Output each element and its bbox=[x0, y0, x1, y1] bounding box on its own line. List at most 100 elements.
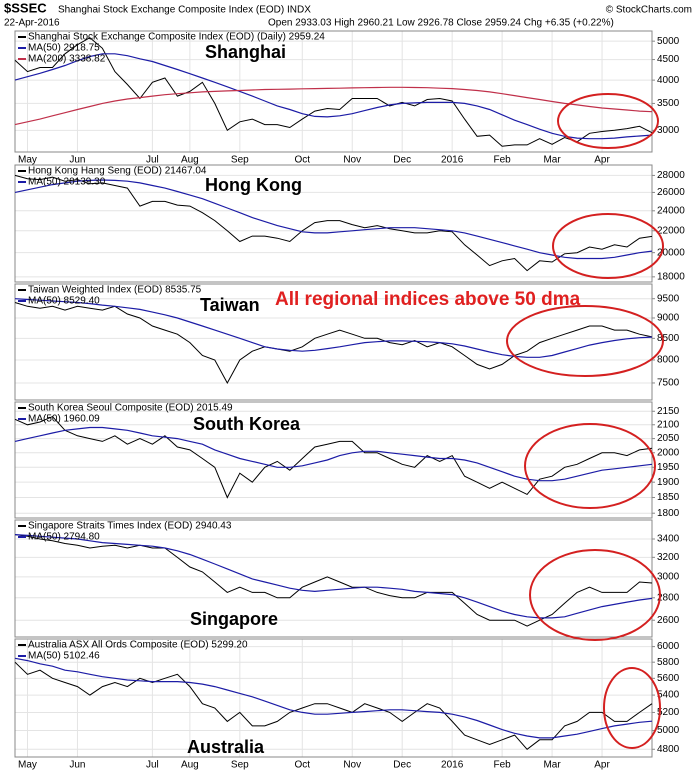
annotation: All regional indices above 50 dma bbox=[275, 289, 581, 310]
x-tick-label: Feb bbox=[494, 760, 512, 771]
y-tick-label: 18000 bbox=[657, 271, 685, 282]
highlight-rings bbox=[506, 93, 664, 749]
x-tick-label: Apr bbox=[594, 760, 610, 771]
legend-label: South Korea Seoul Composite (EOD) 2015.4… bbox=[28, 403, 233, 414]
y-tick-label: 1850 bbox=[657, 492, 680, 503]
series-line bbox=[14, 179, 653, 260]
ring bbox=[603, 667, 661, 749]
header-quote: Open 2933.03 High 2960.21 Low 2926.78 Cl… bbox=[268, 18, 614, 29]
y-tick-label: 2050 bbox=[657, 433, 680, 444]
ring bbox=[529, 549, 661, 641]
series-line bbox=[14, 53, 653, 140]
x-tick-label: Nov bbox=[343, 155, 361, 166]
y-tick-label: 5600 bbox=[657, 673, 680, 684]
series-line bbox=[14, 174, 653, 272]
series-line bbox=[14, 426, 653, 482]
legend-label: MA(50) 2918.75 bbox=[28, 43, 100, 54]
panel-frame bbox=[14, 638, 653, 758]
legend-label: Singapore Straits Times Index (EOD) 2940… bbox=[28, 521, 232, 532]
legend-label: MA(50) 8529.40 bbox=[28, 296, 100, 307]
y-tick-label: 8500 bbox=[657, 333, 680, 344]
panel-label: Hong Kong bbox=[205, 175, 302, 195]
y-tick-label: 20000 bbox=[657, 247, 685, 258]
legend-label: Australia ASX All Ords Composite (EOD) 5… bbox=[28, 640, 248, 651]
x-tick-label: Oct bbox=[294, 760, 310, 771]
legend-label: MA(50) 5102.46 bbox=[28, 651, 100, 662]
x-tick-label: 2016 bbox=[441, 155, 464, 166]
legend-label: Shanghai Stock Exchange Composite Index … bbox=[28, 32, 325, 43]
y-tick-label: 6000 bbox=[657, 641, 680, 652]
y-tick-label: 9500 bbox=[657, 293, 680, 304]
x-tick-label: 2016 bbox=[441, 760, 464, 771]
series-line bbox=[14, 657, 653, 739]
header-title: Shanghai Stock Exchange Composite Index … bbox=[58, 5, 311, 16]
y-tick-label: 1800 bbox=[657, 508, 680, 519]
legend-label: MA(50) 20139.30 bbox=[28, 177, 106, 188]
y-tick-label: 4000 bbox=[657, 75, 680, 86]
y-tick-label: 4800 bbox=[657, 744, 680, 755]
x-tick-label: Aug bbox=[181, 155, 199, 166]
series-line bbox=[14, 534, 653, 627]
y-tick-label: 1950 bbox=[657, 462, 680, 473]
y-tick-label: 24000 bbox=[657, 205, 685, 216]
y-tick-label: 4500 bbox=[657, 54, 680, 65]
legend-label: MA(50) 1960.09 bbox=[28, 414, 100, 425]
y-tick-label: 2000 bbox=[657, 447, 680, 458]
y-tick-label: 5400 bbox=[657, 690, 680, 701]
legend-label: MA(200) 3338.82 bbox=[28, 54, 106, 65]
y-tick-label: 5800 bbox=[657, 657, 680, 668]
ring bbox=[552, 213, 664, 279]
series-line bbox=[14, 37, 653, 147]
x-tick-label: Mar bbox=[543, 155, 561, 166]
x-tick-label: Apr bbox=[594, 155, 610, 166]
x-tick-label: Sep bbox=[231, 155, 249, 166]
x-tick-label: Sep bbox=[231, 760, 249, 771]
series-line bbox=[14, 415, 653, 499]
panels: 5000 4500 4000 3500 3000 May Jun Jul Aug Sep Oct No… bbox=[14, 30, 685, 771]
panel-frame bbox=[14, 30, 653, 153]
series-line bbox=[14, 534, 653, 619]
y-tick-label: 2150 bbox=[657, 406, 680, 417]
series-line bbox=[14, 661, 653, 750]
panel-label: Australia bbox=[187, 737, 265, 757]
x-tick-label: Oct bbox=[294, 155, 310, 166]
panel-frame bbox=[14, 164, 653, 283]
x-tick-label: Feb bbox=[494, 155, 512, 166]
y-tick-label: 8000 bbox=[657, 355, 680, 366]
panel-label: South Korea bbox=[193, 414, 301, 434]
ring bbox=[557, 93, 659, 149]
x-tick-label: Aug bbox=[181, 760, 199, 771]
x-tick-label: Mar bbox=[543, 760, 561, 771]
x-tick-label: Jun bbox=[69, 155, 85, 166]
series-line bbox=[14, 86, 653, 126]
series-line bbox=[14, 302, 653, 385]
y-tick-label: 3000 bbox=[657, 125, 680, 136]
panel-frame bbox=[14, 283, 653, 401]
x-tick-label: Dec bbox=[393, 155, 411, 166]
x-tick-label: Jul bbox=[146, 155, 159, 166]
legend-label: Taiwan Weighted Index (EOD) 8535.75 bbox=[28, 285, 202, 296]
y-tick-label: 2600 bbox=[657, 615, 680, 626]
panel-label: Taiwan bbox=[200, 295, 260, 315]
x-tick-label: May bbox=[18, 760, 37, 771]
panel-frame bbox=[14, 401, 653, 519]
x-tick-label: Jul bbox=[146, 760, 159, 771]
legend-label: Hong Kong Hang Seng (EOD) 21467.04 bbox=[28, 166, 207, 177]
y-tick-label: 5000 bbox=[657, 36, 680, 47]
y-tick-label: 2800 bbox=[657, 592, 680, 603]
y-tick-label: 5200 bbox=[657, 707, 680, 718]
y-tick-label: 3400 bbox=[657, 534, 680, 545]
panel-frame bbox=[14, 519, 653, 638]
y-tick-label: 3000 bbox=[657, 572, 680, 583]
y-tick-label: 26000 bbox=[657, 187, 685, 198]
y-tick-label: 9000 bbox=[657, 313, 680, 324]
x-tick-label: Jun bbox=[69, 760, 85, 771]
series-line bbox=[14, 298, 653, 358]
y-tick-label: 5000 bbox=[657, 725, 680, 736]
y-tick-label: 22000 bbox=[657, 225, 685, 236]
y-tick-label: 28000 bbox=[657, 170, 685, 181]
panel-label: Shanghai bbox=[205, 42, 286, 62]
ring bbox=[524, 423, 656, 509]
header-date: 22-Apr-2016 bbox=[4, 18, 60, 29]
